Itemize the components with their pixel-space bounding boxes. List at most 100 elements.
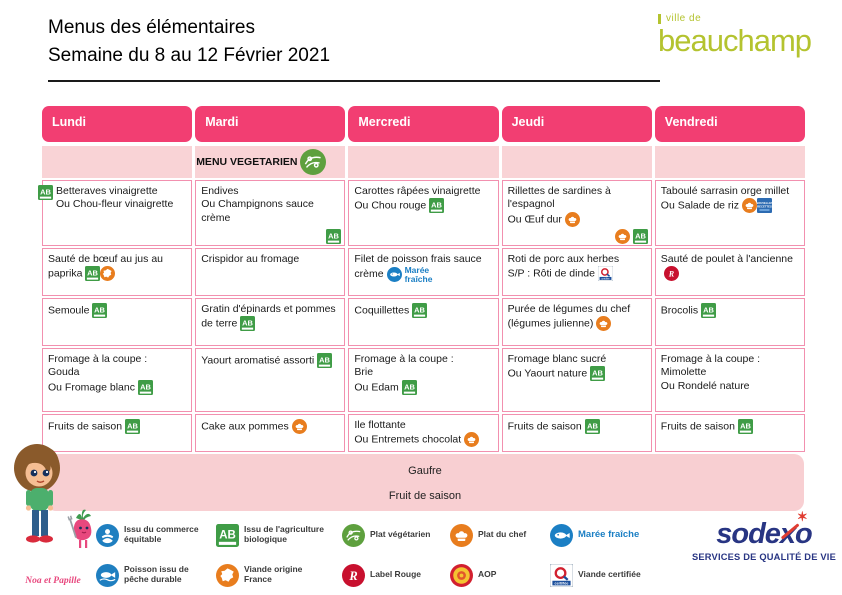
- veg-band-cell-mercredi: [348, 146, 499, 178]
- menu-cell-mardi-row4: Yaourt aromatisé assorti AB: [195, 348, 346, 412]
- gouter-line1: Gaufre: [408, 465, 442, 477]
- legend-label: AOP: [478, 569, 497, 580]
- day-header-lundi: Lundi: [42, 106, 193, 142]
- menu-cell-mardi-row2: Crispidor au fromage: [195, 248, 346, 296]
- veg-band-cell-mardi: MENU VEGETARIEN: [195, 146, 346, 178]
- title-underline: [48, 80, 660, 82]
- beauchamp-logo-topline: ville de: [658, 14, 811, 24]
- menu-item-text: Fruits de saison: [507, 420, 582, 433]
- fish-durable-icon: [96, 563, 119, 587]
- bio-icon: AB: [85, 266, 101, 282]
- menu-item-text: Fruits de saison: [48, 420, 123, 433]
- legend-label: Poisson issu de pêche durable: [124, 564, 189, 584]
- menu-grid: AB Betteraves vinaigrette Ou Chou-fleur v…: [38, 180, 805, 452]
- bio-icon: AB: [401, 379, 417, 395]
- menu-item-text: Fromage à la coupe : Brie Ou Edam: [354, 353, 454, 394]
- legend-label: Plat végétarien: [370, 529, 431, 540]
- menu-item-text: Fromage blanc sucré Ou Yaourt nature: [507, 353, 607, 380]
- menu-cell-lundi-row5: Fruits de saison AB: [42, 414, 193, 452]
- menu-cell-jeudi-row5: Fruits de saison AB: [501, 414, 652, 452]
- veg-icon: [342, 523, 365, 547]
- day-header-mercredi: Mercredi: [348, 106, 499, 142]
- menu-cell-vendredi-row4: Fromage à la coupe : Mimolette Ou Rondel…: [654, 348, 805, 412]
- menu-vegetarien-label: MENU VEGETARIEN: [196, 156, 298, 168]
- menu-item-text: Roti de porc aux herbes S/P : Rôti de di…: [507, 253, 620, 280]
- svg-text:AB: AB: [219, 529, 236, 541]
- sodexo-wordmark: sodexo ✶: [716, 509, 813, 550]
- page-title-line1: Menus des élémentaires: [48, 17, 255, 38]
- beauchamp-logo: ville de beauchamp: [658, 14, 812, 58]
- day-header-vendredi: Vendredi: [654, 106, 805, 142]
- sodexo-tagline: SERVICES DE QUALITÉ DE VIE: [692, 552, 836, 562]
- menu-item-text: Sauté de bœuf au jus au paprika: [48, 253, 163, 280]
- menu-item-text: Brocolis: [660, 304, 699, 317]
- svg-text:AB: AB: [404, 382, 415, 391]
- day-header-row: Lundi Mardi Mercredi Jeudi Vendredi: [42, 106, 805, 142]
- menu-cell-jeudi-row2: Roti de porc aux herbes S/P : Rôti de di…: [501, 248, 652, 296]
- svg-text:NOUVELLES: NOUVELLES: [757, 201, 772, 205]
- svg-text:AB: AB: [319, 355, 330, 364]
- menu-item-text: Purée de légumes du chef (légumes julien…: [507, 303, 631, 330]
- page-title: Menus des élémentaires Semaine du 8 au 1…: [48, 14, 330, 69]
- menu-cell-mercredi-row3: Coquillettes AB: [348, 298, 499, 346]
- menu-item-text: Filet de poisson frais sauce crème: [354, 253, 482, 281]
- menu-cell-mercredi-row5: Ile flottante Ou Entremets chocolat: [348, 414, 499, 452]
- legend-label: Marée fraîche: [578, 528, 640, 540]
- bio-icon: AB: [326, 229, 342, 244]
- label-rouge-icon: R: [342, 563, 365, 587]
- page-title-line2: Semaine du 8 au 12 Février 2021: [48, 44, 331, 66]
- legend-label: Plat du chef: [478, 529, 527, 540]
- svg-text:AB: AB: [635, 231, 646, 240]
- menu-cell-vendredi-row1: Taboulé sarrasin orge millet Ou Salade d…: [654, 180, 805, 246]
- bio-icon: AB: [701, 303, 717, 318]
- menu-cell-lundi-row1: AB Betteraves vinaigrette Ou Chou-fleur v…: [38, 180, 193, 246]
- menu-item-text: Fromage à la coupe : Mimolette Ou Rondel…: [660, 353, 761, 392]
- veg-band-cell-lundi: [42, 146, 193, 178]
- svg-text:AB: AB: [40, 187, 51, 196]
- mascot-caption: Noa et Papille: [25, 576, 81, 586]
- svg-text:AB: AB: [140, 382, 151, 391]
- bio-icon: AB: [125, 419, 141, 434]
- chef-icon: [450, 523, 473, 547]
- svg-text:AB: AB: [740, 421, 751, 430]
- menu-cell-lundi-row2: Sauté de bœuf au jus au paprika AB: [42, 248, 193, 296]
- gouter-banner: Gaufre Fruit de saison: [46, 454, 804, 511]
- bio-icon: AB: [590, 366, 606, 382]
- viande-certifiee-icon: certifiée: [597, 266, 613, 282]
- chef-icon: [614, 229, 630, 244]
- veg-band-cell-vendredi: [654, 146, 805, 178]
- menu-cell-mercredi-row2: Filet de poisson frais sauce crème Marée f…: [348, 248, 499, 296]
- chef-icon: [464, 432, 480, 448]
- beauchamp-logo-name: beauchamp: [658, 23, 812, 58]
- legend-item-fish-durable: Poisson issu de pêche durable: [96, 563, 210, 587]
- legend-item-veg: Plat végétarien: [342, 523, 444, 547]
- legend-label: Issu de l'agriculture biologique: [244, 524, 324, 544]
- menu-item-text: Taboulé sarrasin orge millet Ou Salade d…: [660, 185, 790, 212]
- svg-text:AB: AB: [127, 421, 138, 430]
- svg-text:certifiée: certifiée: [601, 278, 610, 281]
- menu-cell-vendredi-row2: Sauté de poulet à l'ancienne R: [654, 248, 805, 296]
- chef-icon: [596, 316, 612, 332]
- chef-icon: [564, 211, 580, 227]
- day-header-mardi: Mardi: [195, 106, 346, 142]
- chef-icon: [742, 198, 758, 214]
- bio-icon: AB: [38, 185, 53, 200]
- svg-text:AB: AB: [592, 369, 603, 378]
- legend-label: Viande certifiée: [578, 569, 641, 580]
- menu-item-text: Yaourt aromatisé assorti: [201, 354, 315, 367]
- svg-text:AB: AB: [95, 305, 106, 314]
- legend-item-chef: Plat du chef: [450, 523, 544, 547]
- menu-item-text: Fruits de saison: [660, 420, 735, 433]
- menu-cell-jeudi-row4: Fromage blanc sucré Ou Yaourt nature AB: [501, 348, 652, 412]
- legend: Issu du commerce équitable Poisson issu d…: [96, 515, 692, 595]
- maree-fraiche-icon: Marée fraîche: [386, 266, 432, 283]
- svg-text:AB: AB: [242, 319, 253, 328]
- aop-icon: [450, 563, 473, 587]
- chef-icon: [291, 419, 307, 434]
- svg-text:AB: AB: [328, 231, 339, 240]
- menu-item-text: Sauté de poulet à l'ancienne: [660, 253, 793, 265]
- mascot-illustration: [14, 444, 92, 548]
- menu-item-text: Crispidor au fromage: [201, 253, 300, 265]
- menu-item-text: Ile flottante Ou Entremets chocolat: [354, 419, 462, 446]
- viande-france-icon: [216, 563, 239, 587]
